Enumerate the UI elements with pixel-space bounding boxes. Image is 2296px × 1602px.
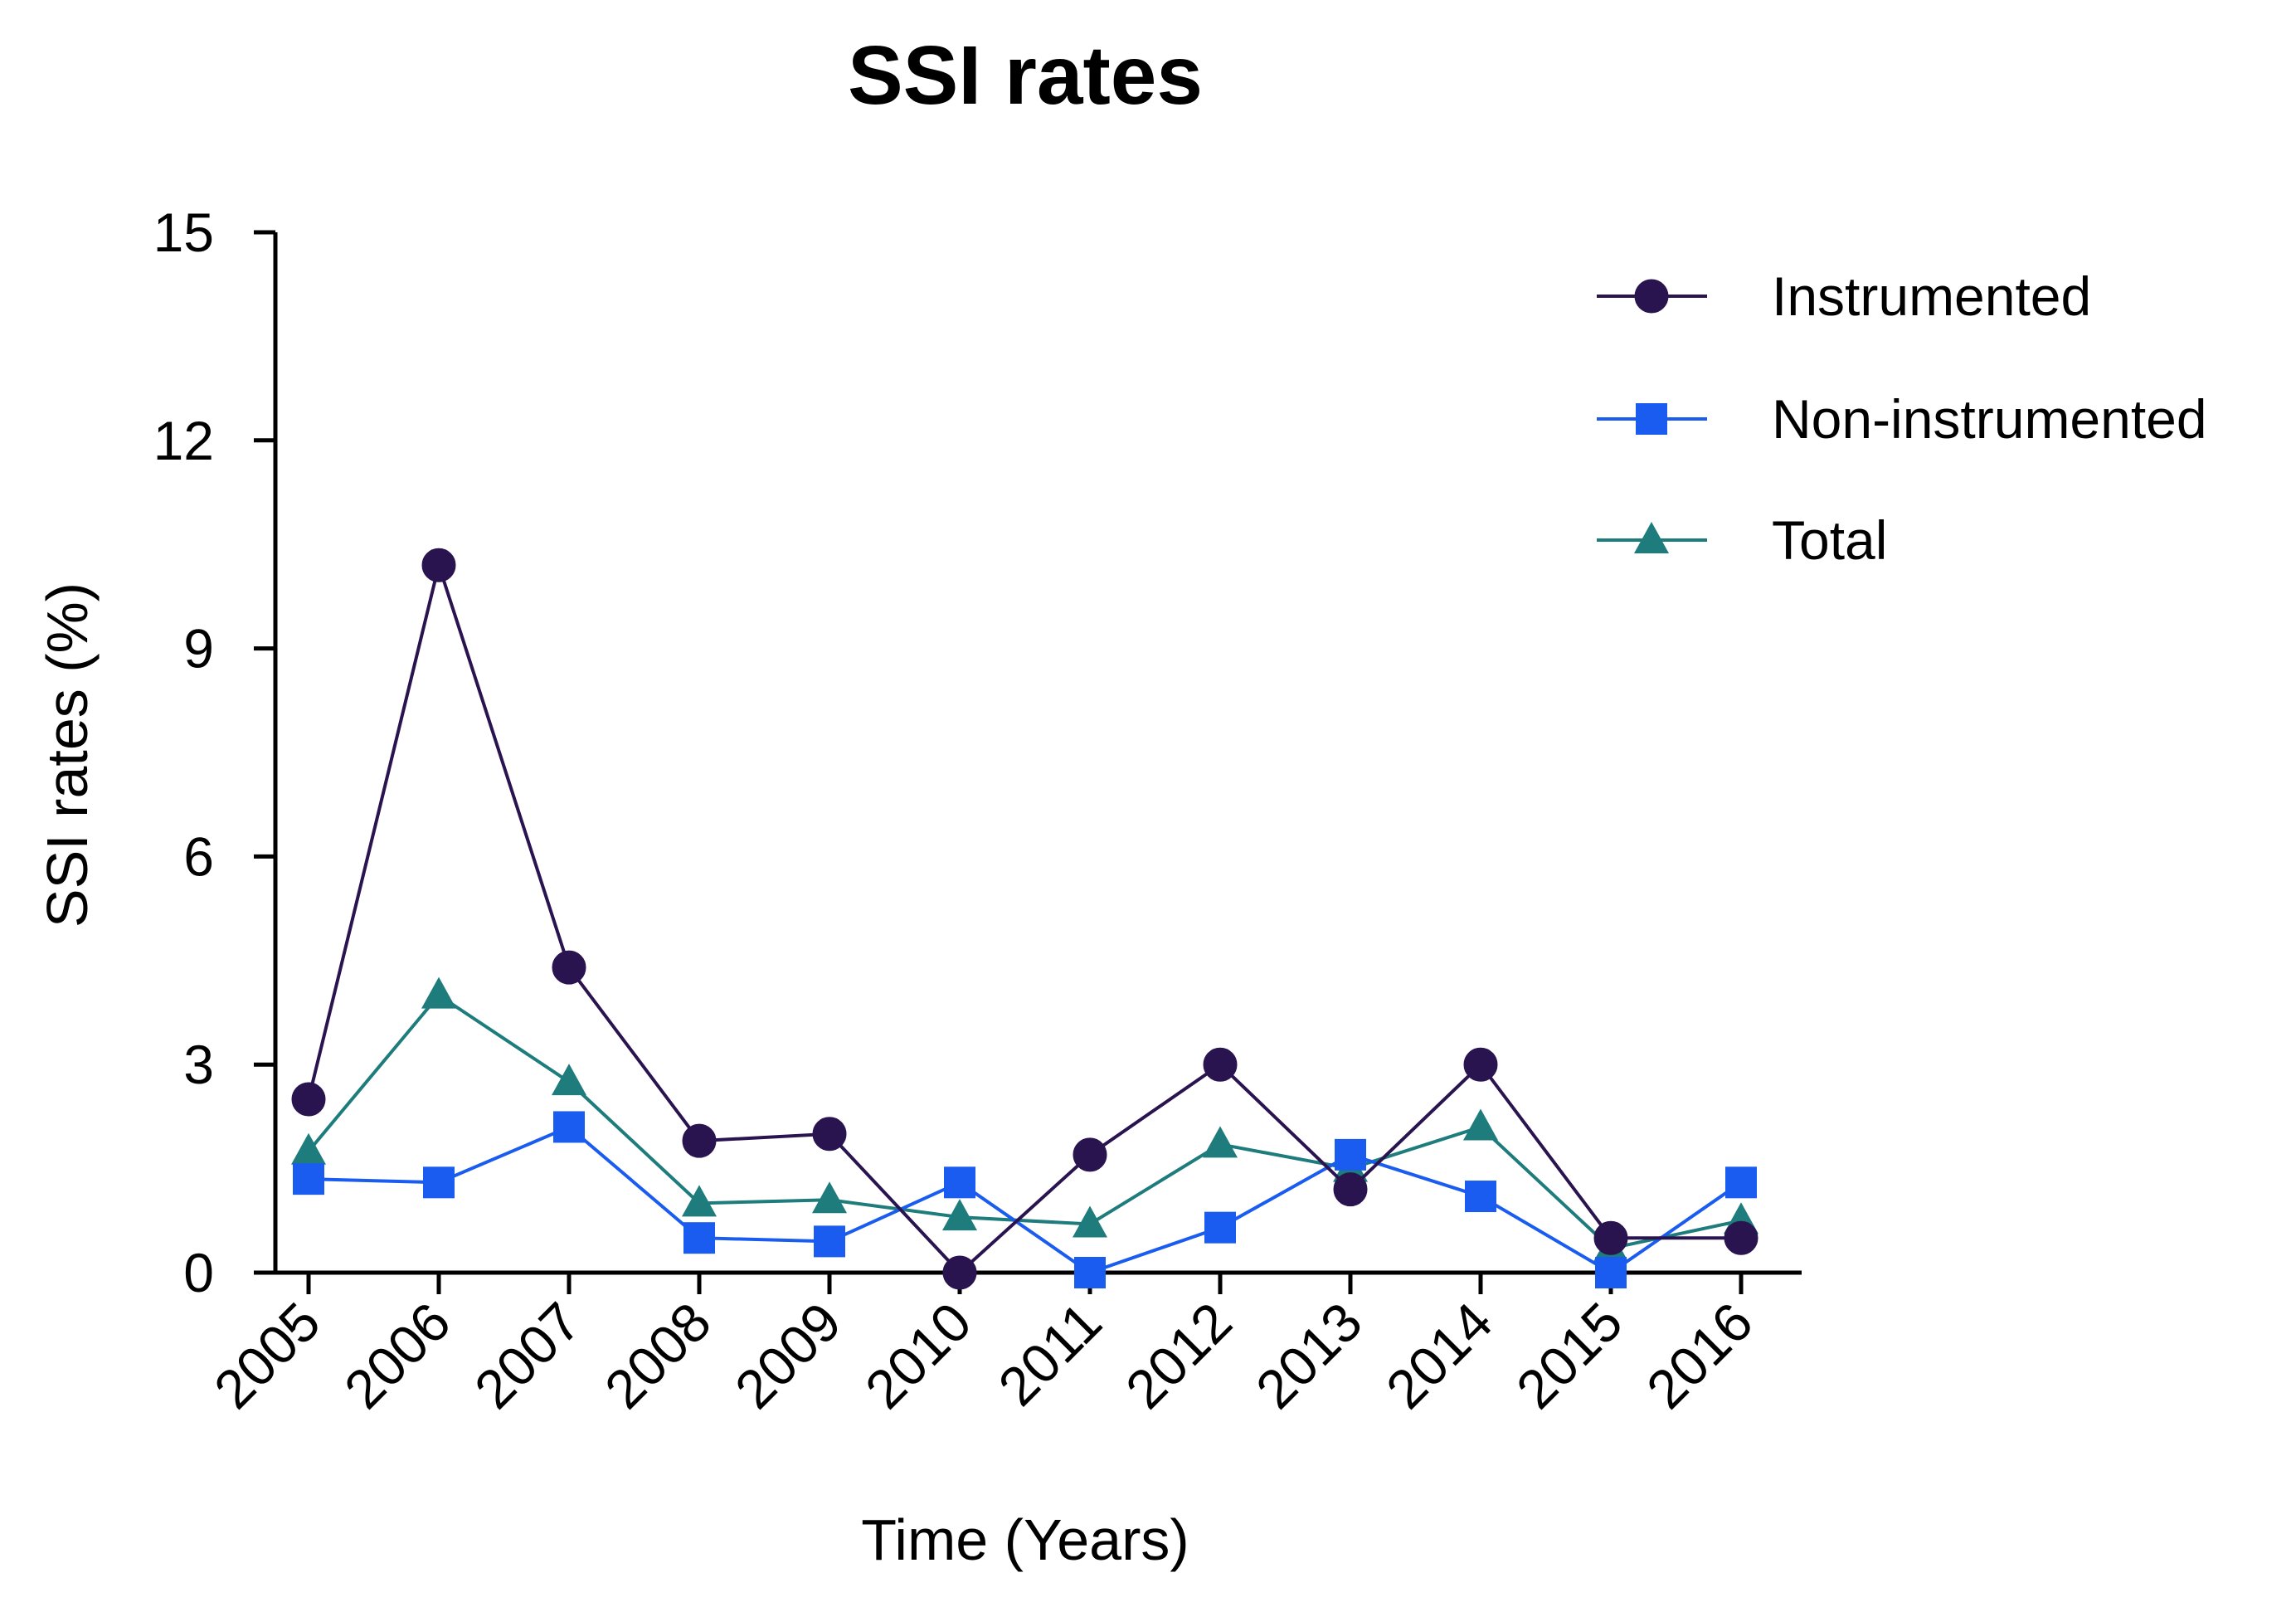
- legend-item-non-instrumented: Non-instrumented: [1597, 388, 2207, 450]
- data-point-total: [942, 1199, 977, 1231]
- x-tick-label: 2012: [1114, 1291, 1243, 1420]
- data-point-instrumented: [1333, 1172, 1368, 1207]
- chart-title: SSI rates: [848, 29, 1203, 122]
- y-tick-label: 15: [153, 202, 214, 263]
- data-point-instrumented: [1593, 1220, 1628, 1255]
- legend-marker: [1636, 403, 1667, 435]
- x-tick-label: 2005: [202, 1291, 332, 1420]
- data-point-total: [812, 1181, 847, 1214]
- series-layer: [291, 548, 1758, 1290]
- y-ticks: 0 3 6 9 12 15: [153, 202, 275, 1303]
- data-point-instrumented: [1463, 1047, 1498, 1082]
- legend-marker: [1634, 279, 1669, 314]
- data-point-instrumented: [1203, 1047, 1238, 1082]
- series-non-instrumented: [293, 1111, 1757, 1288]
- y-tick-label: 9: [183, 618, 214, 679]
- data-point-non-instrumented: [553, 1111, 585, 1143]
- data-point-non-instrumented: [683, 1222, 715, 1254]
- legend-label: Non-instrumented: [1772, 388, 2207, 450]
- data-point-non-instrumented: [814, 1225, 845, 1258]
- series-instrumented: [291, 548, 1758, 1290]
- data-point-instrumented: [1073, 1137, 1107, 1172]
- x-tick-label: 2009: [723, 1291, 853, 1420]
- legend: Instrumented Non-instrumented Total: [1597, 265, 2207, 571]
- series-line-instrumented: [307, 558, 1741, 1275]
- data-point-non-instrumented: [1074, 1257, 1106, 1288]
- data-point-total: [1073, 1205, 1107, 1238]
- x-tick-label: 2014: [1374, 1291, 1504, 1420]
- data-point-instrumented: [682, 1123, 717, 1158]
- data-point-total: [1463, 1108, 1498, 1141]
- y-tick-label: 6: [183, 825, 214, 887]
- x-tick-label: 2010: [854, 1291, 983, 1420]
- series-total: [291, 976, 1758, 1262]
- data-point-non-instrumented: [1204, 1211, 1236, 1244]
- x-tick-label: 2016: [1635, 1291, 1764, 1420]
- y-tick-label: 0: [183, 1242, 214, 1303]
- data-point-non-instrumented: [1335, 1138, 1366, 1171]
- data-point-instrumented: [1724, 1220, 1758, 1255]
- axes: [273, 232, 1802, 1275]
- data-point-non-instrumented: [293, 1163, 324, 1195]
- x-tick-label: 2013: [1244, 1291, 1374, 1420]
- x-tick-label: 2006: [333, 1291, 462, 1420]
- x-tick-label: 2007: [463, 1291, 592, 1420]
- series-line-non-instrumented: [308, 1125, 1743, 1275]
- y-tick-label: 3: [183, 1034, 214, 1095]
- data-point-non-instrumented: [423, 1166, 455, 1199]
- data-point-instrumented: [552, 950, 586, 985]
- legend-label: Total: [1772, 509, 1887, 571]
- legend-label: Instrumented: [1772, 265, 2091, 327]
- data-point-total: [421, 976, 456, 1009]
- x-ticks: 2005 2006 2007 2008 2009 2010 2011 2012 2013 2014…: [202, 1273, 1764, 1420]
- data-point-non-instrumented: [1595, 1257, 1627, 1288]
- data-point-non-instrumented: [1725, 1166, 1757, 1199]
- data-point-non-instrumented: [1465, 1181, 1496, 1213]
- x-tick-label: 2011: [986, 1291, 1113, 1418]
- x-axis-label: Time (Years): [861, 1507, 1189, 1572]
- data-point-non-instrumented: [944, 1166, 975, 1199]
- x-tick-label: 2015: [1505, 1291, 1634, 1420]
- y-axis-label: SSI rates (%): [35, 582, 100, 928]
- data-point-instrumented: [421, 548, 456, 582]
- data-point-total: [291, 1132, 326, 1165]
- y-tick-label: 12: [153, 410, 214, 471]
- data-point-instrumented: [812, 1117, 847, 1152]
- x-tick-label: 2008: [593, 1291, 722, 1420]
- legend-item-total: Total: [1597, 509, 1887, 571]
- legend-marker: [1634, 522, 1669, 553]
- series-line-total: [307, 992, 1742, 1250]
- data-point-total: [1203, 1126, 1238, 1158]
- data-point-total: [552, 1064, 586, 1096]
- data-point-total: [682, 1185, 717, 1217]
- data-point-instrumented: [942, 1255, 977, 1290]
- legend-item-instrumented: Instrumented: [1597, 265, 2091, 327]
- data-point-instrumented: [291, 1082, 326, 1117]
